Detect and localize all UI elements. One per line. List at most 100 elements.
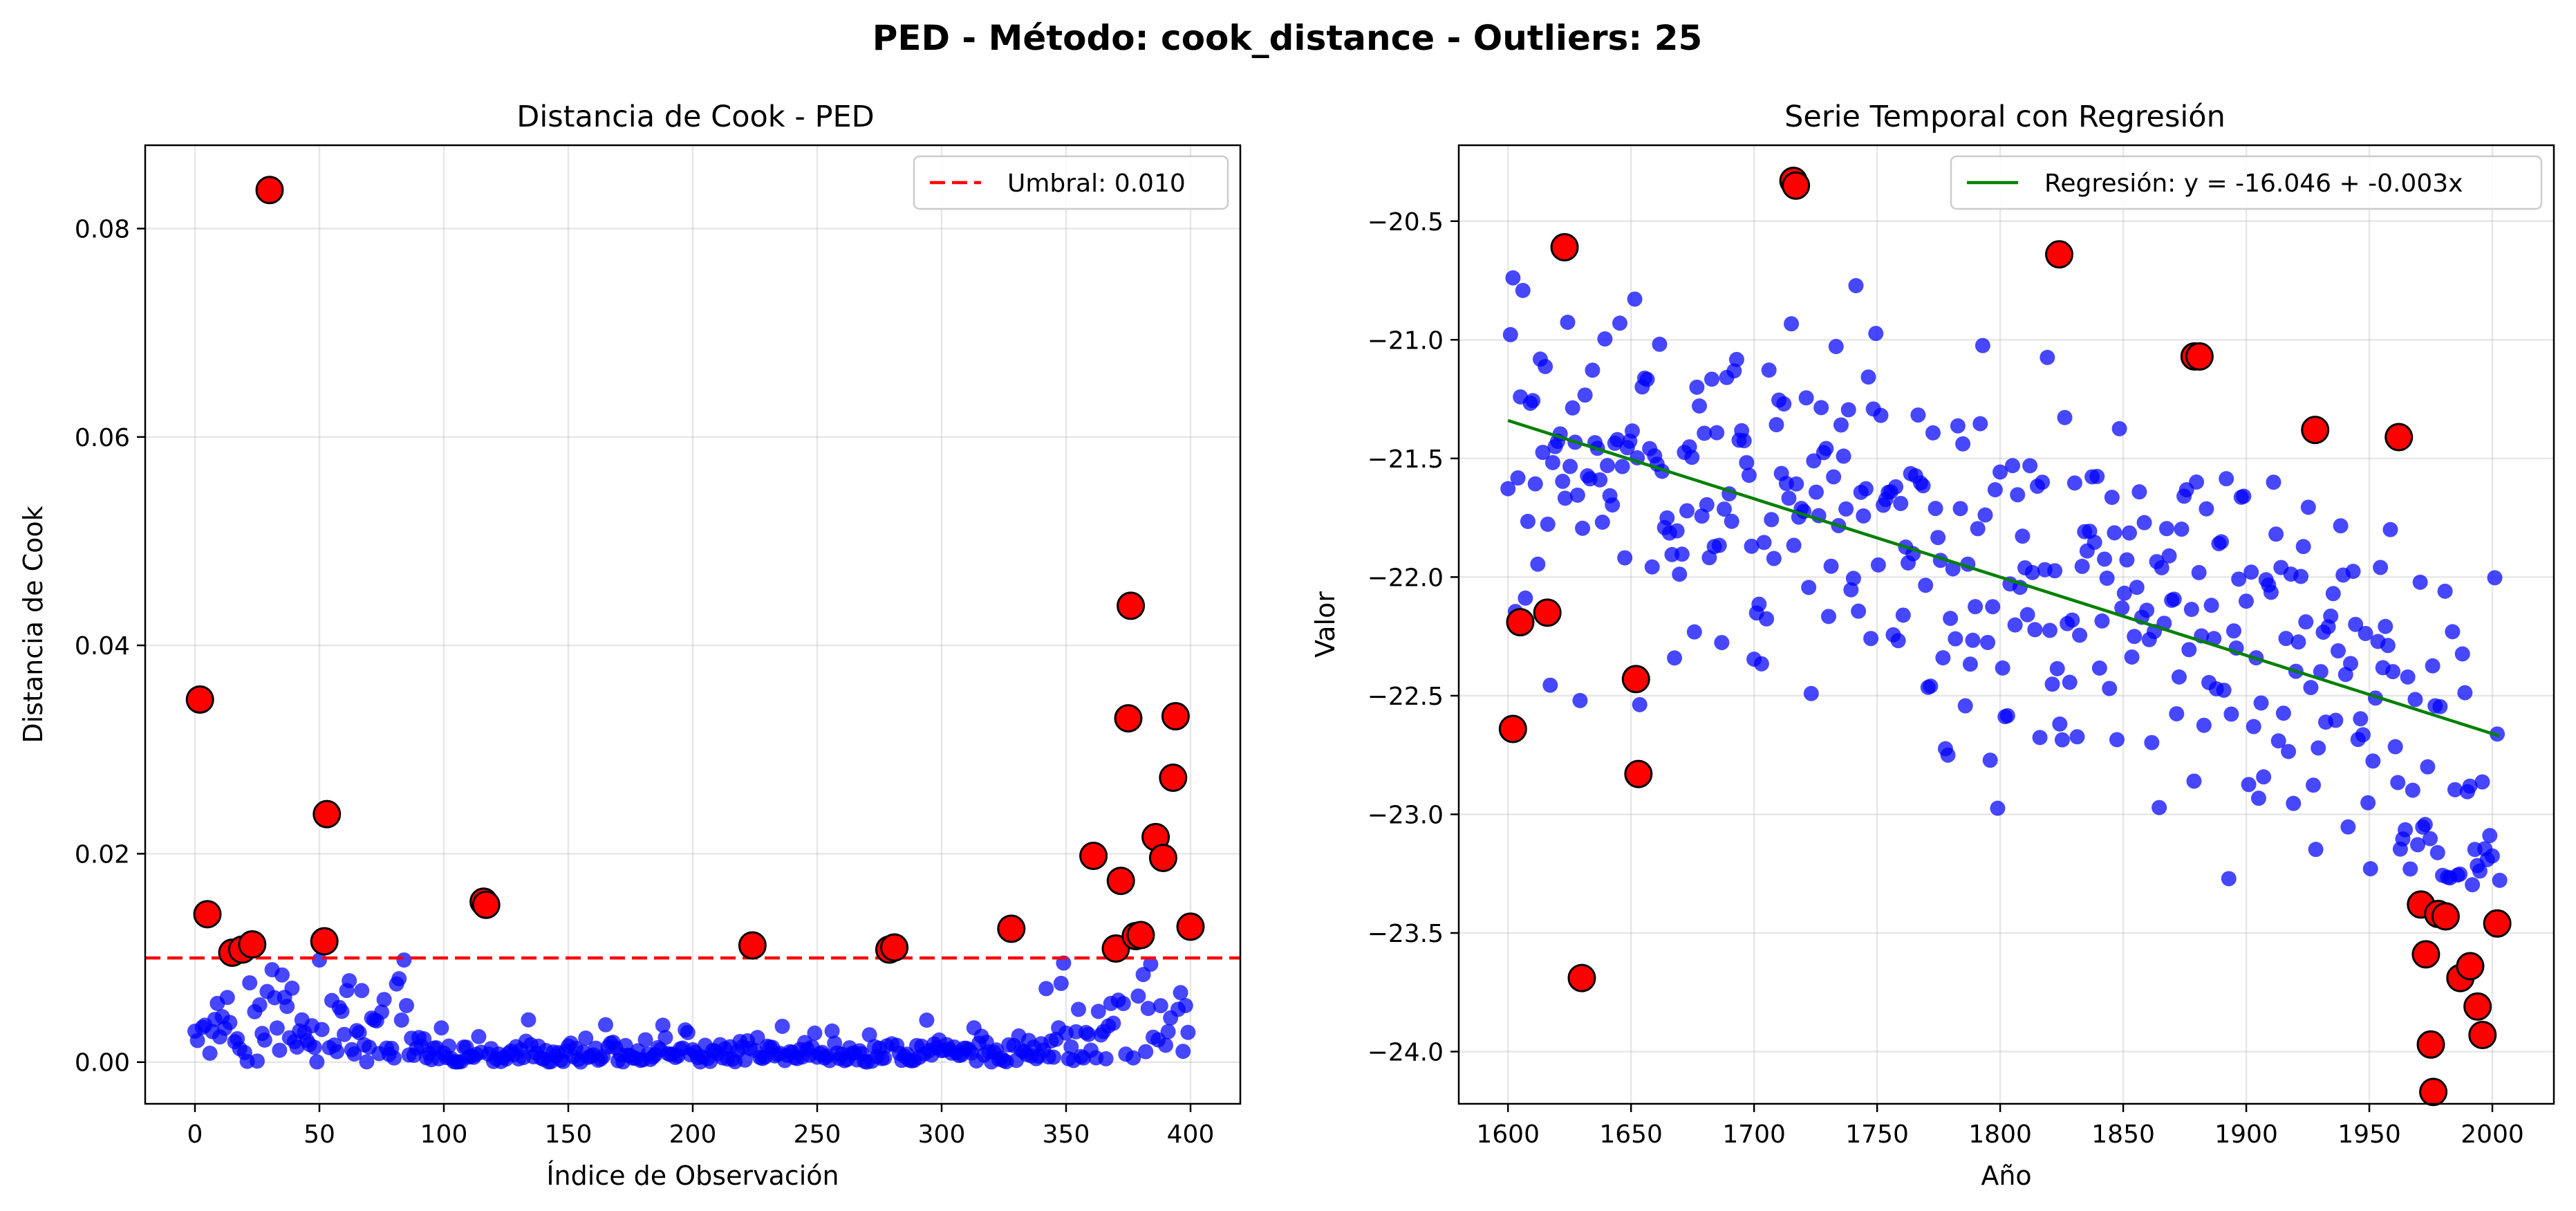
y-tick-label: −22.5	[1368, 683, 1444, 711]
series-point	[1990, 800, 2006, 816]
cook-point	[1175, 1044, 1191, 1060]
cook-point	[919, 1013, 935, 1028]
series-point	[2144, 734, 2160, 750]
series-point	[2487, 570, 2503, 586]
cook-point	[1053, 975, 1069, 991]
series-point	[2308, 842, 2324, 858]
series-point	[1520, 513, 1536, 529]
series-point	[2256, 769, 2272, 785]
series-point	[2114, 600, 2130, 616]
series-point	[1928, 501, 1943, 517]
series-point	[1535, 445, 1551, 461]
series-point	[2158, 521, 2174, 537]
x-tick-label: 1600	[1476, 1120, 1540, 1149]
series-point	[2492, 872, 2508, 888]
cook-outlier-point	[1148, 843, 1177, 872]
series-point	[1639, 371, 1655, 387]
series-point	[2390, 775, 2406, 791]
series-point	[2005, 458, 2021, 474]
series-point	[2074, 558, 2090, 574]
series-point	[1605, 497, 1621, 513]
cook-point	[1115, 996, 1131, 1012]
cook-point	[337, 1026, 352, 1042]
cook-point	[256, 1032, 272, 1048]
cook-point	[334, 1004, 350, 1019]
cook-point	[1063, 1039, 1079, 1055]
series-point	[1863, 631, 1879, 647]
cook-point	[774, 1018, 790, 1034]
series-point	[1525, 393, 1541, 409]
series-point	[2139, 602, 2155, 618]
cook-point	[1081, 1026, 1096, 1042]
series-point	[1711, 537, 1727, 553]
series-point	[1585, 362, 1600, 378]
regression-line	[1507, 418, 2501, 738]
series-point	[1845, 571, 1861, 586]
series-point	[2102, 681, 2118, 696]
time-series-panel: Serie Temporal con Regresión 1600 1650 170…	[1310, 100, 2555, 1191]
y-tick-label: 0.02	[75, 840, 130, 869]
series-point	[2015, 528, 2031, 544]
series-point	[2057, 409, 2073, 425]
series-point	[2465, 877, 2481, 893]
series-point	[1759, 611, 1775, 627]
series-point	[2290, 634, 2306, 650]
x-tick-label: 100	[420, 1120, 468, 1149]
y-tick-label: 0.04	[75, 632, 130, 660]
series-point	[1766, 551, 1782, 566]
series-outlier-point	[1624, 759, 1653, 788]
series-point	[2136, 515, 2152, 530]
series-point	[2225, 623, 2241, 639]
series-point	[2457, 685, 2473, 701]
series-point	[1632, 696, 1648, 712]
series-point	[2417, 817, 2433, 833]
cook-point	[306, 1039, 322, 1055]
series-point	[2420, 759, 2436, 775]
series-outlier-point	[1567, 963, 1596, 992]
x-tick-label: 1700	[1722, 1120, 1786, 1149]
series-point	[2270, 733, 2286, 749]
series-point	[1515, 282, 1531, 298]
series-point	[2423, 831, 2438, 847]
series-point	[2221, 871, 2237, 887]
series-point	[2345, 564, 2361, 580]
series-point	[1659, 510, 1675, 526]
cook-point	[441, 1038, 457, 1054]
series-point	[2099, 571, 2115, 586]
series-point	[2216, 682, 2232, 698]
cook-point	[314, 1022, 330, 1037]
cook-point	[274, 967, 290, 983]
series-point	[1679, 503, 1695, 519]
series-point	[1784, 316, 1800, 332]
series-point	[1918, 577, 1934, 593]
series-point	[2007, 617, 2023, 633]
series-outlier-point	[2411, 940, 2440, 969]
series-point	[2119, 552, 2135, 568]
series-outlier-point	[1533, 598, 1562, 627]
series-point	[1968, 599, 1984, 615]
series-point	[2362, 861, 2378, 877]
cook-point	[1140, 1001, 1156, 1017]
series-outlier-point	[2045, 240, 2074, 269]
series-outlier-point	[2384, 423, 2414, 452]
series-point	[1890, 633, 1906, 649]
series-point	[1597, 331, 1613, 347]
series-legend-regression-label: Regresión: y = -16.046 + -0.003x	[2044, 169, 2463, 198]
cook-outlier-point	[185, 685, 214, 714]
series-x-ticks: 1600 1650 1700 1750 1800 1850 1900 1950 2000	[1476, 1104, 2524, 1149]
cook-point	[1143, 956, 1159, 972]
series-point	[2325, 586, 2341, 602]
cook-legend-threshold-label: Umbral: 0.010	[1007, 169, 1186, 198]
cook-y-axis-label: Distancia de Cook	[18, 506, 48, 743]
series-point	[1860, 369, 1876, 385]
series-point	[1992, 464, 2008, 480]
series-point	[1572, 692, 1588, 708]
series-point	[1955, 436, 1971, 452]
series-point	[2275, 705, 2291, 721]
series-point	[2040, 349, 2055, 365]
cook-point	[471, 1028, 487, 1044]
cook-point	[202, 1045, 218, 1061]
series-point	[2323, 608, 2339, 624]
series-point	[1709, 425, 1725, 441]
series-point	[1627, 291, 1643, 307]
